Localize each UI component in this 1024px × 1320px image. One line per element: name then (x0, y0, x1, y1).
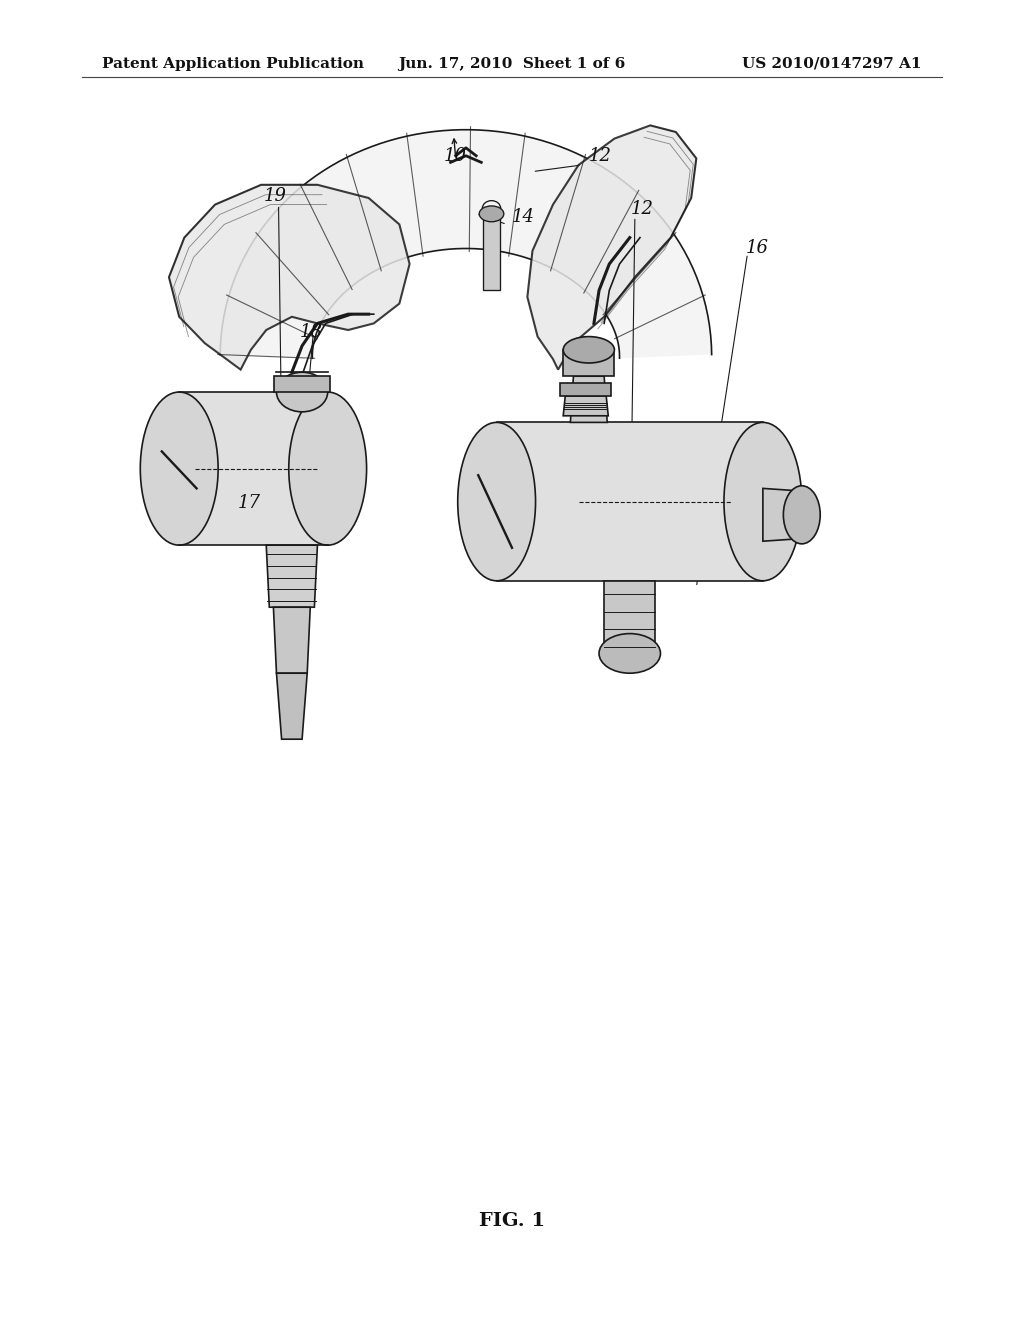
Ellipse shape (724, 422, 802, 581)
Polygon shape (273, 607, 310, 673)
Text: 19: 19 (264, 186, 287, 205)
Text: 14: 14 (512, 207, 535, 226)
Polygon shape (570, 376, 607, 422)
Polygon shape (560, 383, 611, 396)
Ellipse shape (479, 206, 504, 222)
Ellipse shape (289, 392, 367, 545)
Text: 12: 12 (589, 147, 611, 165)
Polygon shape (266, 545, 317, 607)
Polygon shape (274, 376, 330, 392)
Polygon shape (276, 673, 307, 739)
Polygon shape (563, 396, 608, 416)
Ellipse shape (140, 392, 218, 545)
Text: 10: 10 (443, 147, 466, 165)
Polygon shape (604, 581, 655, 653)
Text: US 2010/0147297 A1: US 2010/0147297 A1 (742, 57, 922, 71)
Polygon shape (220, 129, 712, 358)
Text: 12: 12 (631, 199, 653, 218)
Text: Patent Application Publication: Patent Application Publication (102, 57, 365, 71)
Text: FIG. 1: FIG. 1 (479, 1212, 545, 1230)
Polygon shape (527, 125, 696, 370)
Text: Jun. 17, 2010  Sheet 1 of 6: Jun. 17, 2010 Sheet 1 of 6 (398, 57, 626, 71)
Polygon shape (179, 392, 328, 545)
Text: 16: 16 (745, 239, 768, 257)
Ellipse shape (783, 486, 820, 544)
Text: 17: 17 (238, 494, 260, 512)
Ellipse shape (276, 372, 328, 412)
Polygon shape (763, 488, 802, 541)
Polygon shape (169, 185, 410, 370)
Polygon shape (497, 422, 763, 581)
Polygon shape (563, 350, 614, 376)
Text: 18: 18 (300, 322, 323, 341)
Polygon shape (483, 218, 500, 290)
Ellipse shape (563, 337, 614, 363)
Ellipse shape (599, 634, 660, 673)
Ellipse shape (458, 422, 536, 581)
